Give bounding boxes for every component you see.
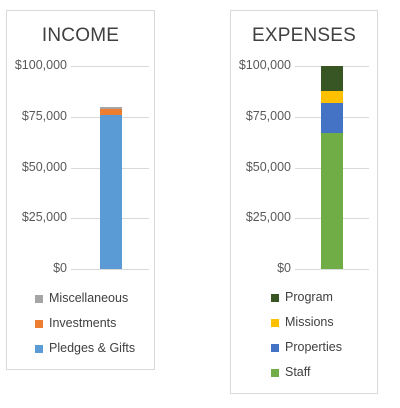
income-legend-swatch bbox=[35, 345, 43, 353]
income-y-tick-label: $50,000 bbox=[21, 160, 67, 174]
expenses-legend-swatch bbox=[271, 294, 279, 302]
expenses-bar-segment-properties bbox=[321, 102, 343, 133]
expenses-legend-label: Missions bbox=[285, 315, 334, 329]
expenses-y-tick-label: $25,000 bbox=[245, 210, 291, 224]
expenses-legend-swatch bbox=[271, 319, 279, 327]
income-legend-swatch bbox=[35, 320, 43, 328]
expenses-y-tick-label: $0 bbox=[277, 261, 291, 275]
expenses-gridline bbox=[295, 269, 369, 270]
income-y-tick-label: $100,000 bbox=[14, 58, 67, 72]
income-y-tick-label: $25,000 bbox=[21, 210, 67, 224]
expenses-y-tick-label: $50,000 bbox=[245, 160, 291, 174]
income-chart-panel: INCOME $100,000 $75,000 $50,000 $25,000 $0 Mi… bbox=[6, 10, 155, 370]
expenses-chart-panel: EXPENSES $100,000 $75,000 $50,000 $25,000 $0… bbox=[230, 10, 378, 394]
income-bar-segment-pledges-and-gifts bbox=[100, 114, 122, 269]
expenses-legend-swatch bbox=[271, 369, 279, 377]
expenses-y-tick-label: $75,000 bbox=[245, 109, 291, 123]
expenses-legend-swatch bbox=[271, 344, 279, 352]
income-gridline bbox=[71, 66, 149, 67]
expenses-legend-label: Properties bbox=[285, 340, 342, 354]
income-legend-swatch bbox=[35, 295, 43, 303]
income-legend-label: Pledges & Gifts bbox=[49, 341, 136, 355]
income-gridline bbox=[71, 269, 149, 270]
income-legend-label: Miscellaneous bbox=[49, 291, 129, 305]
expenses-bar-segment-staff bbox=[321, 132, 343, 269]
income-bar-segment-investments bbox=[100, 108, 122, 115]
expenses-y-tick-label: $100,000 bbox=[238, 58, 291, 72]
expenses-bar-segment-program bbox=[321, 66, 343, 92]
income-y-tick-label: $0 bbox=[53, 261, 67, 275]
income-y-tick-label: $75,000 bbox=[21, 109, 67, 123]
income-legend-label: Investments bbox=[49, 316, 117, 330]
expenses-bar-segment-missions bbox=[321, 91, 343, 103]
expenses-chart-title: EXPENSES bbox=[251, 25, 357, 46]
expenses-legend-label: Staff bbox=[285, 365, 311, 379]
income-bar-segment-miscellaneous bbox=[100, 106, 122, 109]
income-chart-title: INCOME bbox=[41, 25, 120, 46]
expenses-legend-label: Program bbox=[285, 290, 333, 304]
